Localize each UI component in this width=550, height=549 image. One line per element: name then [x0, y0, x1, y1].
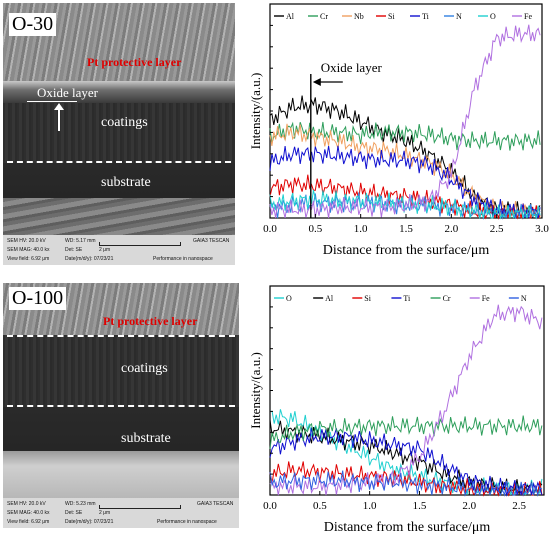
y-axis-label: Intensity/(a.u.)	[248, 352, 263, 429]
slogan-text: Performance in nanospace	[157, 519, 217, 525]
legend-label-al: Al	[325, 294, 334, 303]
pt-layer-label: Pt protective layer	[87, 55, 182, 69]
series-line-al	[269, 95, 541, 220]
x-tick-label: 1.0	[363, 500, 377, 512]
legend-label-o: O	[286, 294, 292, 303]
substrate-surface	[3, 198, 235, 238]
x-tick-label: 0.5	[313, 500, 327, 512]
sample-label: O-30	[9, 13, 57, 36]
interface-dashed-line	[7, 405, 235, 407]
scale-text: 2 μm	[99, 510, 111, 516]
x-tick-label: 2.0	[462, 500, 476, 512]
date-text: Date(m/d/y): 07/23/21	[65, 256, 114, 262]
legend-label-fe: Fe	[482, 294, 490, 303]
legend-label-al: Al	[286, 12, 295, 21]
pt-layer-label: Pt protective layer	[103, 314, 198, 328]
legend-label-ti: Ti	[403, 294, 411, 303]
legend-label-si: Si	[364, 294, 371, 303]
y-axis-label: Intensity/(a.u.)	[248, 73, 263, 150]
wd-text: WD: 5.17 mm	[65, 238, 96, 244]
slogan-text: Performance in nanospace	[153, 256, 213, 262]
field-text: View field: 6.92 μm	[7, 256, 50, 262]
eds-line-scan-chart-o100: 0.0 0.5 1.0 1.5 2.0 2.5 Distance from the surf…	[248, 285, 545, 535]
eds-line-scan-chart-o30: 0.0 0.5 1.0 1.5 2.0 2.5 3.0 Distance from the s…	[248, 3, 549, 258]
field-text: View field: 6.92 μm	[7, 519, 50, 525]
x-axis-label: Distance from the surface/μm	[324, 520, 491, 535]
date-text: Date(m/d/y): 07/23/21	[65, 519, 114, 525]
oxide-layer-annotation: Oxide layer	[321, 60, 383, 75]
interface-dashed-line	[7, 161, 231, 163]
series-line-ti	[269, 145, 541, 219]
substrate-region	[3, 163, 235, 198]
substrate-label: substrate	[101, 175, 151, 190]
legend-label-n: N	[521, 294, 527, 303]
up-arrow-icon	[58, 107, 60, 131]
up-arrow-head-icon	[54, 103, 64, 110]
brand-text: GAIA3 TESCAN	[197, 501, 234, 507]
substrate-region	[3, 407, 239, 451]
oxide-arrow-head-icon	[312, 78, 321, 86]
scale-text: 2 μm	[99, 247, 111, 253]
x-tick-label: 1.0	[354, 223, 368, 235]
mag-text: SEM MAG: 40.0 kx	[7, 510, 50, 516]
x-axis-label: Distance from the surface/μm	[323, 243, 490, 258]
legend-label-ti: Ti	[422, 12, 430, 21]
coatings-region	[3, 103, 235, 163]
mag-text: SEM MAG: 40.0 kx	[7, 247, 50, 253]
legend-label-nb: Nb	[354, 12, 364, 21]
legend-label-cr: Cr	[443, 294, 451, 303]
oxide-layer-band	[3, 81, 235, 103]
brand-text: GAIA3 TESCAN	[193, 238, 230, 244]
det-text: Det: SE	[65, 510, 83, 516]
series-line-cr	[269, 415, 543, 449]
legend-label-o: O	[490, 12, 496, 21]
x-tick-label: 0.0	[263, 223, 277, 235]
x-tick-label: 2.5	[512, 500, 526, 512]
hv-text: SEM HV: 20.0 kV	[7, 238, 46, 244]
sem-info-bar: SEM HV: 20.0 kV WD: 5.23 mm SEM MAG: 40.…	[3, 498, 239, 528]
x-tick-label: 0.0	[263, 500, 277, 512]
scale-bar	[99, 505, 181, 509]
legend-label-n: N	[456, 12, 462, 21]
series-line-n	[269, 470, 543, 497]
substrate-surface	[3, 451, 239, 501]
oxide-marker-line	[27, 101, 77, 102]
oxide-layer-label: Oxide layer	[37, 85, 99, 100]
substrate-label: substrate	[121, 431, 171, 446]
legend-label-si: Si	[388, 12, 395, 21]
sem-info-bar: SEM HV: 20.0 kV WD: 5.17 mm SEM MAG: 40.…	[3, 235, 235, 265]
x-tick-label: 3.0	[535, 223, 549, 235]
sem-image-o30: O-30 Pt protective layer Oxide layer coa…	[3, 3, 235, 265]
plot-frame	[269, 3, 543, 219]
series-line-si	[269, 174, 541, 220]
wd-text: WD: 5.23 mm	[65, 501, 96, 507]
x-tick-label: 2.5	[490, 223, 504, 235]
sample-label: O-100	[9, 287, 67, 310]
hv-text: SEM HV: 20.0 kV	[7, 501, 46, 507]
x-tick-label: 1.5	[399, 223, 413, 235]
legend-label-cr: Cr	[320, 12, 328, 21]
x-tick-label: 0.5	[308, 223, 322, 235]
plot-frame	[269, 285, 545, 496]
series-line-ti	[269, 427, 543, 497]
coatings-label: coatings	[121, 361, 168, 376]
legend-label-fe: Fe	[524, 12, 532, 21]
coatings-label: coatings	[101, 115, 148, 130]
series-line-fe	[269, 304, 543, 496]
coatings-region	[3, 335, 239, 407]
det-text: Det: SE	[65, 247, 83, 253]
interface-dashed-line-top	[7, 335, 235, 337]
series-line-cr	[269, 121, 541, 151]
x-tick-label: 1.5	[413, 500, 427, 512]
x-tick-label: 2.0	[444, 223, 458, 235]
sem-image-o100: O-100 Pt protective layer coatings subst…	[3, 283, 239, 528]
scale-bar	[99, 242, 181, 246]
